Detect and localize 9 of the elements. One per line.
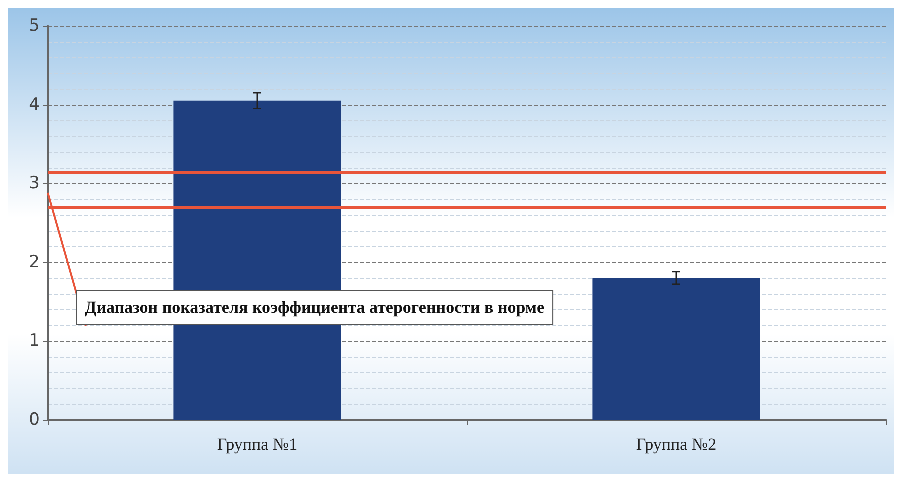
y-tick-label: 0 <box>29 410 40 430</box>
y-tick-label: 1 <box>29 331 40 352</box>
y-tick-label: 5 <box>29 16 40 36</box>
y-tick-label: 2 <box>29 252 40 272</box>
x-tick-label: Группа №2 <box>636 435 717 454</box>
x-tick-label: Группа №1 <box>217 435 298 454</box>
annotation: Диапазон показателя коэффициента атерогенности в норме <box>85 298 546 317</box>
y-tick-label: 3 <box>29 174 40 194</box>
y-tick-label: 4 <box>29 94 40 115</box>
